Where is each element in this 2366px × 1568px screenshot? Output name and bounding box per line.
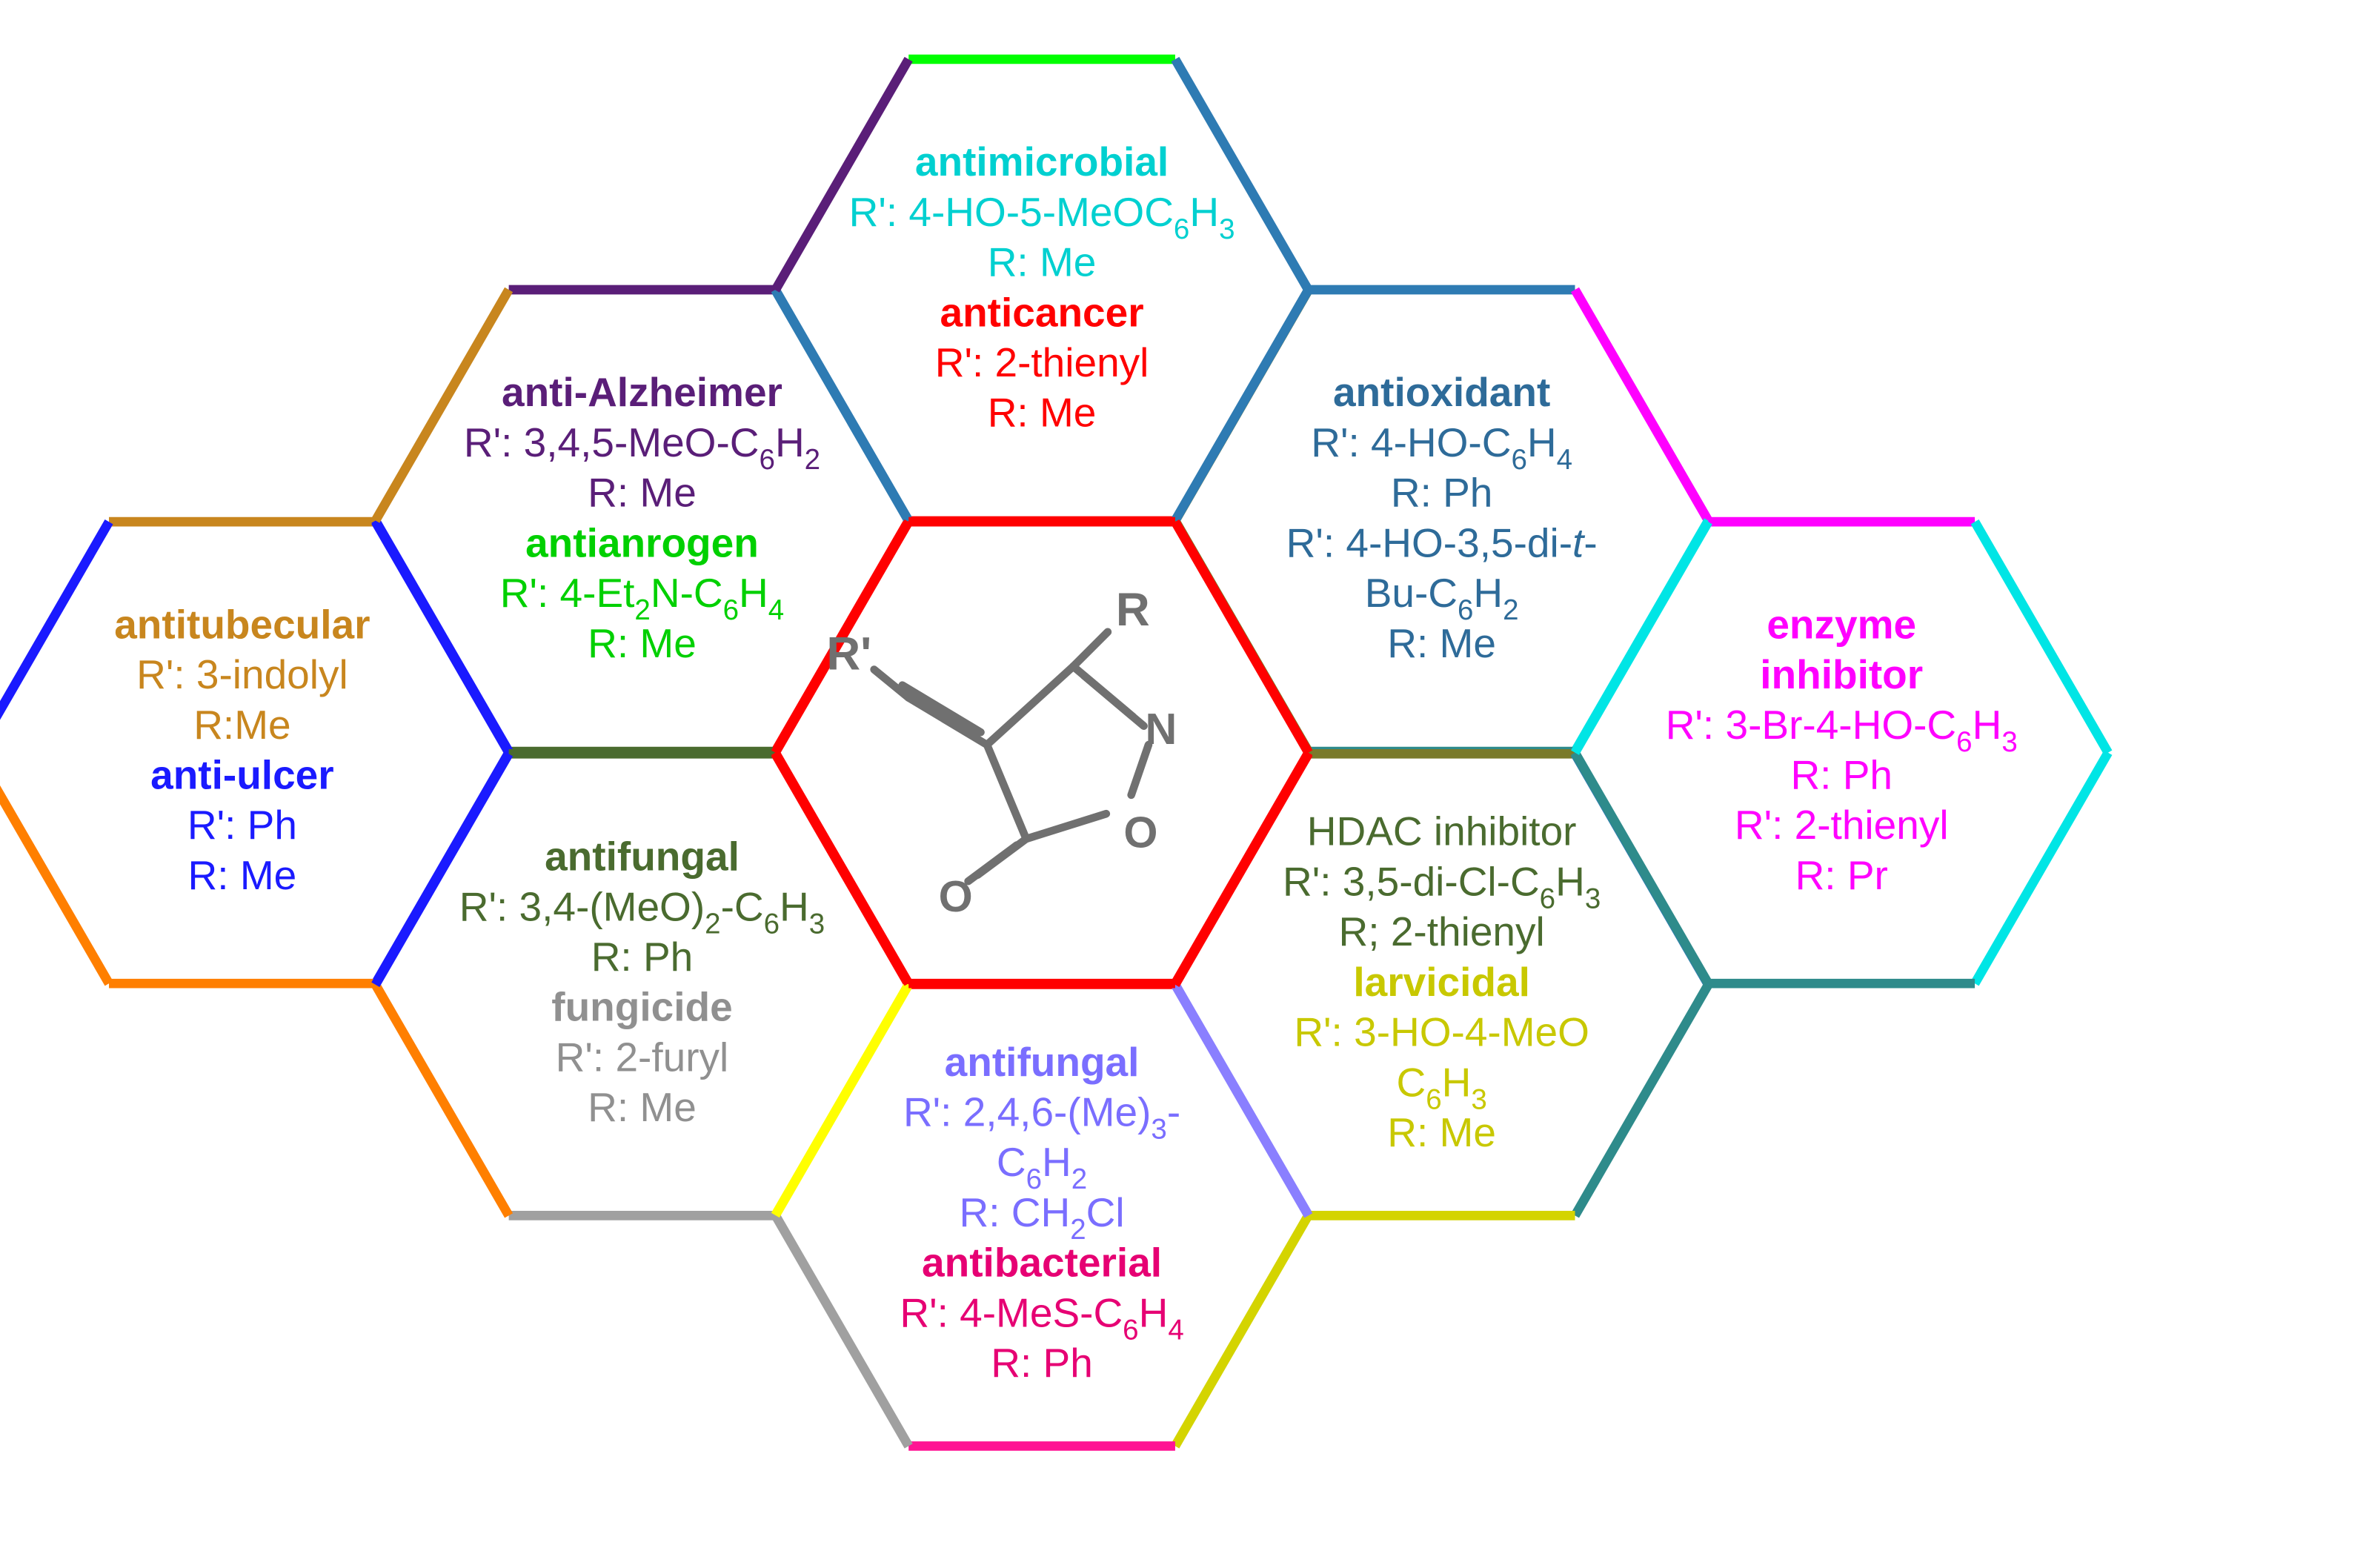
hex-bottom-edge-4 <box>775 1215 908 1446</box>
line-bottom_left: R: Ph <box>591 934 694 980</box>
structure-label: N <box>1145 704 1177 754</box>
hex-bottom_right-edge-4 <box>1175 985 1309 1216</box>
structure-label: R' <box>826 628 871 680</box>
line-top_right: R': 4-HO-3,5-di-t- <box>1286 519 1598 565</box>
line-top_left: R': 3,4,5-MeO-C6H2 <box>464 419 820 475</box>
hex-bottom-edge-5 <box>775 984 908 1215</box>
line-top: R: Me <box>988 239 1097 285</box>
line-far_left: R': 3-indolyl <box>136 651 348 697</box>
line-bottom: C6H2 <box>997 1139 1087 1195</box>
line-far_right: R': 3-Br-4-HO-C6H3 <box>1666 701 2018 757</box>
hex-bottom_right-edge-2 <box>1575 985 1709 1216</box>
line-far_left: R: Me <box>188 851 297 897</box>
line-bottom_right: R': 3,5-di-Cl-C6H3 <box>1283 858 1601 914</box>
hex-top_left-edge-5 <box>376 290 509 521</box>
line-bottom: R: CH2Cl <box>960 1189 1125 1245</box>
cell-bottom_left: antifungalR': 3,4-(MeO)2-C6H3R: Phfungic… <box>459 833 825 1130</box>
line-far_left: R': Ph <box>187 802 297 848</box>
line-top_right: Bu-C6H2 <box>1365 570 1519 626</box>
title-bottom: antifungal <box>945 1038 1140 1084</box>
line-top: R': 4-HO-5-MeOC6H3 <box>849 188 1235 245</box>
title-top_right: antioxidant <box>1333 369 1550 415</box>
title-bottom_right: HDAC inhibitor <box>1307 808 1577 854</box>
line-bottom: R': 2,4,6-(Me)3- <box>903 1089 1180 1145</box>
hex-top-edge-5 <box>775 59 908 290</box>
title-bottom_left: fungicide <box>551 983 732 1029</box>
line-top: R': 2-thienyl <box>935 339 1149 385</box>
cell-top: antimicrobialR': 4-HO-5-MeOC6H3R: Meanti… <box>849 139 1235 436</box>
line-top_right: R: Ph <box>1391 469 1493 515</box>
cell-far_left: antitubecularR': 3-indolylR:Meanti-ulcer… <box>114 601 370 898</box>
title-bottom_left: antifungal <box>545 833 740 879</box>
line-far_left: R:Me <box>193 701 290 747</box>
title-far_left: antitubecular <box>114 601 370 647</box>
structure-label: O <box>1123 807 1157 857</box>
hex-top-edge-4 <box>775 290 908 521</box>
cell-far_right: enzymeinhibitorR': 3-Br-4-HO-C6H3R: Ph R'… <box>1666 601 2018 898</box>
hex-bottom_left-edge-5 <box>376 754 509 985</box>
title-top_left: anti-Alzheimer <box>502 369 782 415</box>
line-top_left: R: Me <box>588 469 697 515</box>
title-top: anticancer <box>940 289 1143 335</box>
line-top_right: R': 4-HO-C6H4 <box>1311 419 1572 475</box>
hex-top-edge-1 <box>1175 59 1309 290</box>
structure-label: R <box>1116 584 1150 636</box>
line-bottom_left: R': 2-furyl <box>556 1034 729 1080</box>
cell-bottom_right: HDAC inhibitorR': 3,5-di-Cl-C6H3R; 2-thi… <box>1283 808 1601 1155</box>
hex-bottom_left-edge-4 <box>376 985 509 1216</box>
line-bottom_right: R': 3-HO-4-MeO <box>1294 1009 1589 1054</box>
central-structure: R R' N O O <box>826 584 1177 921</box>
title-far_right: inhibitor <box>1760 651 1923 697</box>
cell-top_left: anti-AlzheimerR': 3,4,5-MeO-C6H2R: Meant… <box>464 369 820 666</box>
cell-bottom: antifungal R': 2,4,6-(Me)3-C6H2R: CH2Clan… <box>900 1038 1183 1385</box>
line-top: R: Me <box>988 389 1097 435</box>
line-top_left: R: Me <box>588 619 697 665</box>
hex-center-edge-4 <box>775 753 908 984</box>
structure-label: O <box>939 871 973 921</box>
title-bottom: antibacterial <box>922 1239 1162 1285</box>
hex-far_right-edge-2 <box>1975 753 2108 984</box>
hex-top_right-edge-5 <box>1175 290 1309 521</box>
line-top_left: R': 4-Et2N-C6H4 <box>500 570 784 626</box>
line-far_right: R: Ph <box>1790 751 1893 797</box>
title-top_left: antianrogen <box>525 519 759 565</box>
cell-top_right: antioxidantR': 4-HO-C6H4R: PhR': 4-HO-3,… <box>1286 369 1598 666</box>
hex-center <box>775 522 1308 983</box>
hex-top_right-edge-1 <box>1575 290 1709 521</box>
hex-far_left-edge-5 <box>0 522 109 753</box>
line-bottom_left: R': 3,4-(MeO)2-C6H3 <box>459 883 825 940</box>
line-bottom_right: R: Me <box>1387 1109 1496 1155</box>
hex-top_left-edge-4 <box>376 521 509 752</box>
hex-far_right-edge-4 <box>1575 753 1709 984</box>
line-bottom: R': 4-MeS-C6H4 <box>900 1289 1183 1346</box>
line-bottom: R: Ph <box>991 1340 1093 1386</box>
title-far_left: anti-ulcer <box>150 751 334 797</box>
hex-far_left-edge-4 <box>0 753 109 984</box>
title-top: antimicrobial <box>915 139 1169 185</box>
line-bottom_right: C6H3 <box>1396 1059 1486 1115</box>
line-bottom_right: R; 2-thienyl <box>1339 908 1545 954</box>
line-top_right: R: Me <box>1387 619 1496 665</box>
line-bottom_left: R: Me <box>588 1084 697 1130</box>
title-far_right: enzyme <box>1767 601 1916 647</box>
line-far_right: R': 2-thienyl <box>1735 802 1949 848</box>
hex-bottom-edge-2 <box>1175 1215 1309 1446</box>
line-far_right: R: Pr <box>1795 851 1888 897</box>
title-bottom_right: larvicidal <box>1353 958 1529 1004</box>
